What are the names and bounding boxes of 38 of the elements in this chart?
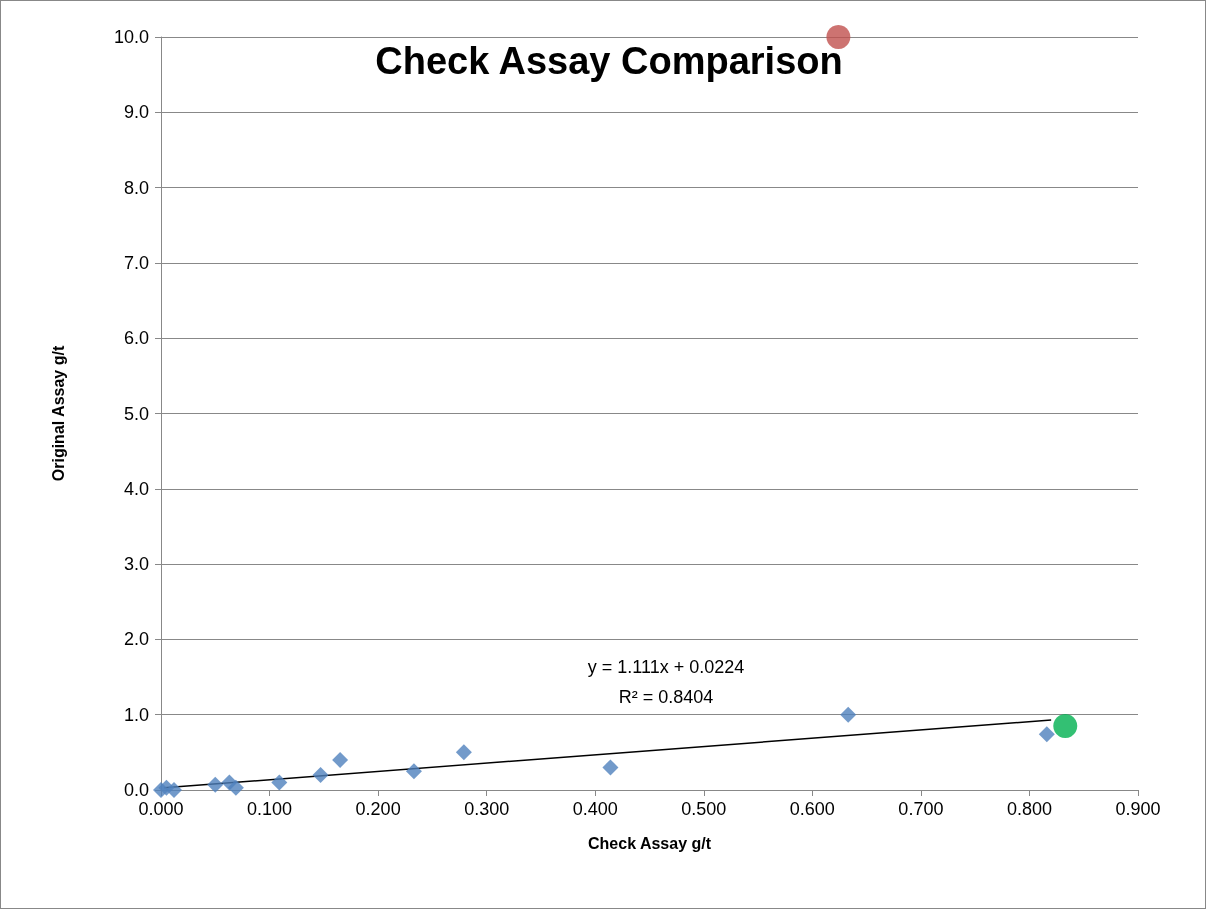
point: [312, 766, 329, 783]
x-tick-label: 0.400: [572, 799, 618, 819]
y-tick-label: 0.0: [123, 780, 149, 800]
point: [271, 774, 288, 791]
x-axis-title: Check Assay g/t: [587, 834, 712, 852]
x-tick-label: 0.700: [898, 799, 944, 819]
y-tick-label: 7.0: [123, 252, 149, 273]
x-tick-label: 0.600: [789, 799, 835, 819]
x-tick-label: 0.900: [1115, 799, 1161, 819]
annotation: R² = 0.8404: [618, 687, 714, 707]
point: [332, 751, 349, 768]
y-axis-title: Original Assay g/t: [49, 345, 67, 482]
y-tick-label: 10.0: [113, 27, 149, 47]
point: [227, 779, 244, 796]
point: [840, 706, 857, 723]
x-tick-label: 0.200: [355, 799, 401, 819]
x-tick-label: 0.300: [464, 799, 510, 819]
point: [1038, 726, 1055, 743]
x-tick-label: 0.100: [247, 799, 293, 819]
y-tick-label: 6.0: [123, 328, 149, 349]
y-tick-label: 1.0: [123, 704, 149, 725]
point: [405, 763, 422, 780]
point: [602, 759, 619, 776]
point: [455, 744, 472, 761]
chart-title: Check Assay Comparison: [375, 40, 843, 82]
point: [1053, 714, 1078, 738]
y-tick-label: 2.0: [123, 629, 149, 650]
annotation: y = 1.111x + 0.0224: [587, 657, 745, 677]
point: [166, 782, 183, 798]
y-tick-label: 9.0: [123, 102, 149, 123]
y-tick-label: 4.0: [123, 478, 149, 499]
x-tick-label: 0.000: [138, 799, 184, 819]
x-tick-label: 0.800: [1006, 799, 1052, 819]
y-tick-label: 3.0: [123, 554, 149, 575]
x-tick-label: 0.500: [681, 799, 727, 819]
point: [207, 776, 224, 793]
y-tick-label: 5.0: [123, 403, 149, 424]
y-tick-label: 8.0: [123, 177, 149, 198]
